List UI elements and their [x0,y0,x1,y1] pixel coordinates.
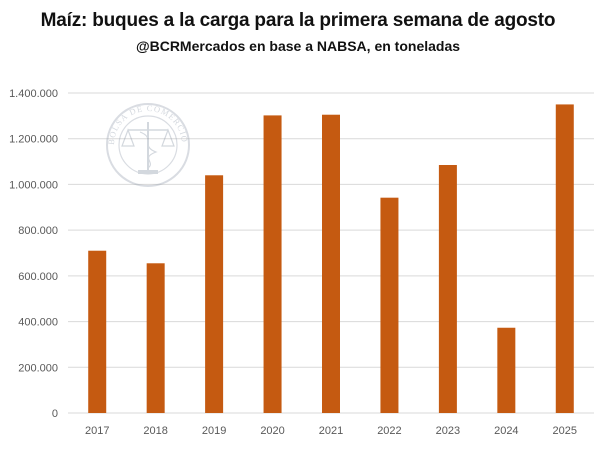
x-tick-label: 2017 [85,425,109,437]
x-tick-label: 2023 [436,425,460,437]
bar-2021 [322,114,340,413]
chart-subtitle: @BCRMercados en base a NABSA, en tonelad… [135,38,461,54]
bar-2025 [555,104,574,413]
y-tick-label: 0 [52,408,58,420]
x-tick-label: 2024 [494,425,518,437]
seal-text: BOLSA DE COMERCIO DE ROSARIO [0,0,189,146]
y-tick-label: 200.000 [18,362,58,374]
bars [88,104,574,414]
x-tick-label: 2025 [553,425,577,437]
x-tick-label: 2019 [202,425,226,437]
y-tick-label: 400.000 [18,317,58,329]
bar-2017 [88,250,107,413]
svg-text:BOLSA DE COMERCIO DE ROSARIO: BOLSA DE COMERCIO DE ROSARIO [0,0,190,146]
bar-2023 [438,165,457,413]
y-tick-label: 1.200.000 [9,134,58,146]
y-tick-label: 800.000 [18,225,58,237]
bar-2019 [205,175,224,413]
bar-2020 [263,115,282,414]
x-tick-label: 2021 [319,425,343,437]
x-tick-label: 2020 [260,425,284,437]
bar-2024 [497,327,516,413]
x-axis-tick-labels: 2017 2018 2019 2020 2021 2022 2023 2024 2025 [85,425,577,437]
x-tick-label: 2022 [377,425,401,437]
bar-2022 [380,197,399,413]
y-axis-tick-labels: 0 200.000 400.000 600.000 800.000 1.000.000 1.… [9,88,58,420]
y-tick-label: 600.000 [18,271,58,283]
y-tick-label: 1.000.000 [9,179,58,191]
y-tick-label: 1.400.000 [9,88,58,100]
x-tick-label: 2018 [143,425,167,437]
chart-title: Maíz: buques a la carga para la primera … [40,10,556,31]
bar-2018 [146,263,165,413]
